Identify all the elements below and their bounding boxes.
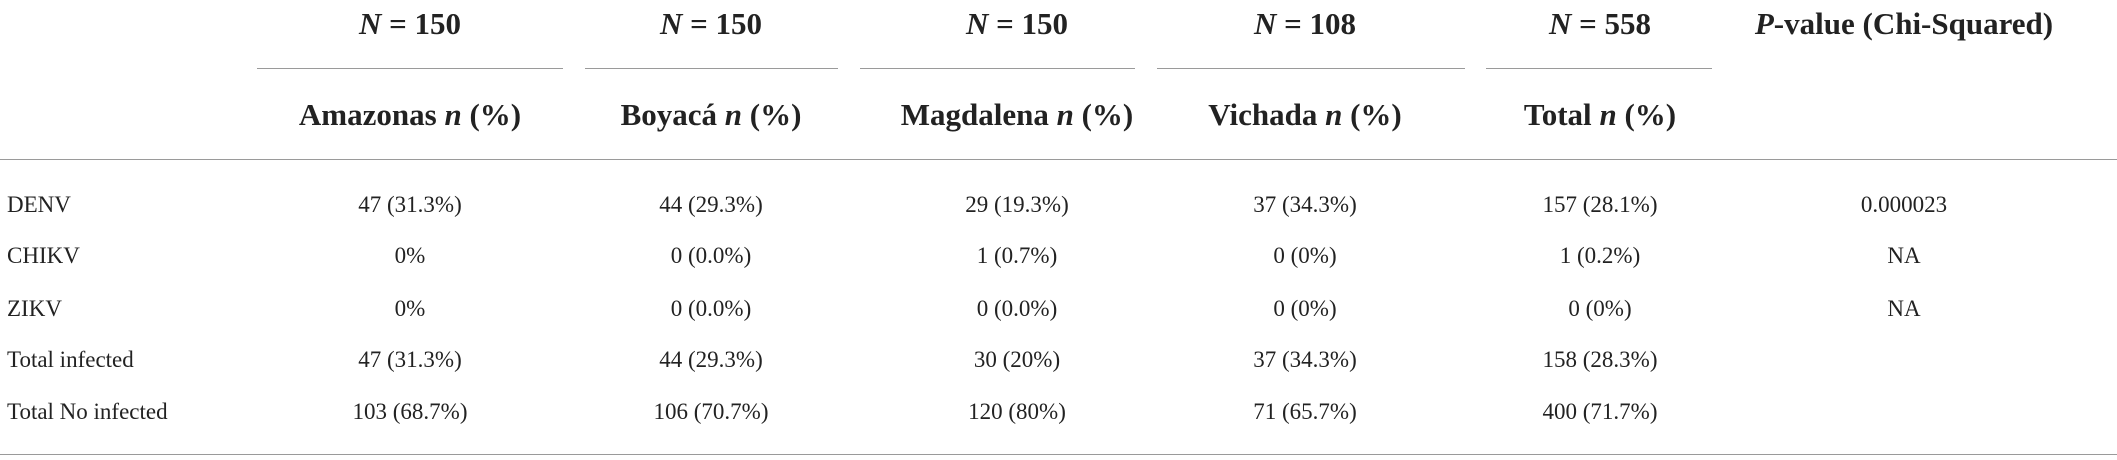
row-label: CHIKV (7, 243, 80, 268)
data-cell: 0 (0%) (1273, 243, 1337, 268)
count-symbol: N (659, 6, 683, 41)
unit: (%) (1081, 97, 1134, 132)
group-rule (1157, 68, 1465, 69)
unit-symbol: n (1599, 97, 1617, 132)
data-cell: 37 (34.3%) (1253, 192, 1357, 217)
data-cell: 44 (29.3%) (659, 347, 763, 372)
group-count: N = 108 (1254, 6, 1356, 42)
data-cell: 0% (394, 243, 426, 268)
bottom-rule (0, 454, 2117, 455)
data-cell: 157 (28.1%) (1542, 192, 1658, 217)
group-label: Amazonas n (%) (299, 97, 521, 133)
data-cell: 1 (0.7%) (976, 243, 1058, 268)
count-symbol: N (1253, 6, 1277, 41)
data-cell: 0 (0.0%) (976, 296, 1058, 321)
data-cell: 0 (0%) (1568, 296, 1632, 321)
row-label: DENV (7, 192, 71, 217)
group-label: Magdalena n (%) (901, 97, 1134, 133)
group-rule (860, 68, 1135, 69)
data-cell: 158 (28.3%) (1542, 347, 1658, 372)
count-value: = 558 (1579, 6, 1652, 41)
group-count: N = 150 (966, 6, 1068, 42)
count-symbol: N (965, 6, 989, 41)
unit-symbol: n (1056, 97, 1074, 132)
group-count: N = 558 (1549, 6, 1651, 42)
count-symbol: N (1548, 6, 1572, 41)
data-cell: 103 (68.7%) (352, 399, 468, 424)
unit-symbol: n (724, 97, 743, 132)
group-name: Vichada (1208, 97, 1318, 132)
data-cell: NA (1887, 296, 1921, 321)
unit: (%) (749, 97, 802, 132)
data-cell: 71 (65.7%) (1253, 399, 1357, 424)
group-name: Boyacá (620, 97, 718, 132)
unit: (%) (1350, 97, 1402, 132)
data-cell: 120 (80%) (968, 399, 1066, 424)
unit: (%) (469, 97, 522, 132)
data-cell: 0 (0.0%) (670, 296, 752, 321)
count-value: = 150 (690, 6, 763, 41)
row-label: Total No infected (7, 399, 168, 424)
unit: (%) (1624, 97, 1677, 132)
group-name: Total (1523, 97, 1592, 132)
data-cell: 0 (0.0%) (670, 243, 752, 268)
data-cell: 47 (31.3%) (358, 347, 462, 372)
count-symbol: N (358, 6, 382, 41)
group-count: N = 150 (359, 6, 461, 42)
data-cell: 106 (70.7%) (653, 399, 769, 424)
unit-symbol: n (1325, 97, 1343, 132)
count-value: = 150 (389, 6, 462, 41)
group-rule (585, 68, 838, 69)
data-cell: 29 (19.3%) (965, 192, 1069, 217)
group-name: Amazonas (298, 97, 437, 132)
row-label: Total infected (7, 347, 134, 372)
group-rule (257, 68, 563, 69)
header-rule (0, 159, 2117, 160)
data-cell: 0% (394, 296, 426, 321)
data-cell: 0 (0%) (1273, 296, 1337, 321)
data-cell: NA (1887, 243, 1921, 268)
group-count: N = 150 (660, 6, 762, 42)
data-cell: 37 (34.3%) (1253, 347, 1357, 372)
group-label: Boyacá n (%) (621, 97, 802, 133)
data-cell: 44 (29.3%) (659, 192, 763, 217)
row-label: ZIKV (7, 296, 62, 321)
group-rule (1486, 68, 1712, 69)
data-cell: 1 (0.2%) (1559, 243, 1641, 268)
count-value: = 108 (1284, 6, 1357, 41)
data-cell: 47 (31.3%) (358, 192, 462, 217)
data-cell: 30 (20%) (973, 347, 1061, 372)
data-cell: 0.000023 (1860, 192, 1948, 217)
group-label: Vichada n (%) (1208, 97, 1402, 133)
p-label: -value (Chi-Squared) (1773, 6, 2054, 41)
count-value: = 150 (996, 6, 1069, 41)
unit-symbol: n (444, 97, 462, 132)
group-name: Magdalena (900, 97, 1049, 132)
pvalue-header: P-value (Chi-Squared) (1755, 6, 2053, 42)
group-label: Total n (%) (1524, 97, 1676, 133)
p-symbol: P (1754, 6, 1774, 41)
data-cell: 400 (71.7%) (1542, 399, 1658, 424)
